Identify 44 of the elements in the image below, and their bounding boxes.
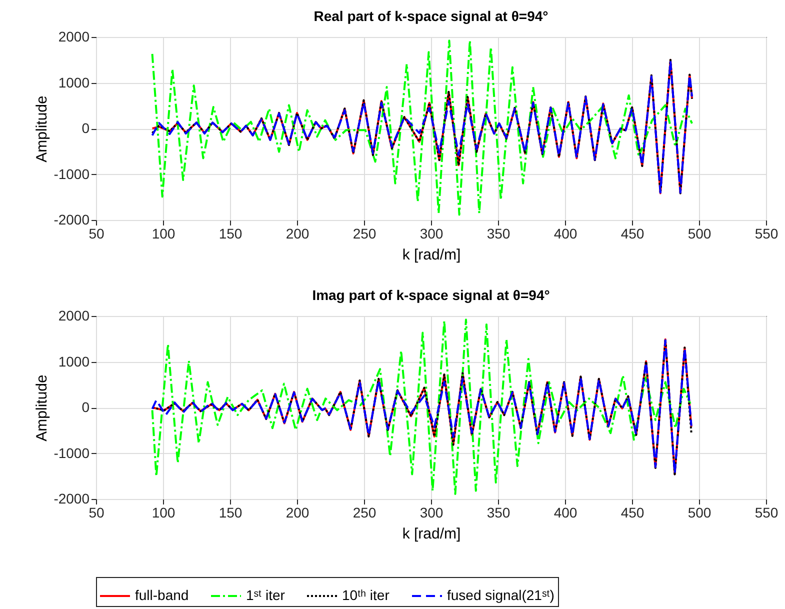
- y-tick-label: -2000: [54, 212, 90, 228]
- line-series: [151, 40, 694, 216]
- x-tick-label: 400: [554, 504, 578, 520]
- x-axis-title: k [rad/m]: [402, 246, 461, 264]
- x-tick-label: 200: [286, 226, 310, 242]
- x-tick-label: 500: [688, 504, 712, 520]
- x-tick-label: 50: [88, 504, 104, 520]
- x-tick-label: 350: [486, 226, 510, 242]
- x-tick-label: 450: [620, 504, 644, 520]
- x-tick-label: 550: [754, 226, 778, 242]
- x-tick-label: 250: [352, 226, 376, 242]
- x-tick-label: 300: [420, 226, 444, 242]
- x-tick-label: 150: [218, 504, 242, 520]
- y-tick-label: 0: [82, 399, 90, 415]
- line-series: [151, 318, 692, 495]
- x-tick-label: 400: [554, 226, 578, 242]
- x-tick-label: 250: [352, 504, 376, 520]
- y-tick-label: -1000: [54, 444, 90, 461]
- x-tick-label: 50: [88, 226, 104, 242]
- x-tick-label: 350: [486, 504, 510, 520]
- y-axis-title: Amplitude: [34, 374, 51, 442]
- x-tick-label: 300: [420, 504, 444, 520]
- legend-label: 1ˢᵗ iter: [246, 587, 286, 603]
- y-tick-label: 1000: [58, 74, 90, 90]
- x-tick-label: 200: [286, 504, 310, 520]
- y-tick-label: -1000: [54, 166, 90, 182]
- x-tick-label: 450: [620, 226, 644, 242]
- legend-label: 10ᵗʰ iter: [342, 587, 390, 603]
- x-tick-label: 550: [754, 504, 778, 520]
- y-tick-label: 1000: [58, 353, 90, 370]
- y-axis-title: Amplitude: [34, 96, 51, 162]
- legend-label: fused signal(21ˢᵗ): [447, 587, 554, 603]
- y-tick-label: -2000: [54, 490, 90, 506]
- x-tick-label: 500: [688, 226, 712, 242]
- y-tick-label: 0: [82, 120, 90, 136]
- y-tick-label: 2000: [58, 28, 90, 44]
- x-axis-title: k [rad/m]: [402, 526, 461, 542]
- x-tick-label: 150: [218, 226, 242, 242]
- x-tick-label: 100: [152, 226, 176, 242]
- x-tick-label: 100: [152, 504, 176, 520]
- chart-title: Real part of k-space signal at θ=94°: [314, 8, 548, 24]
- chart-title: Imag part of k-space signal at θ=94°: [312, 287, 550, 303]
- legend-label: full-band: [135, 587, 189, 603]
- y-tick-label: 2000: [58, 308, 90, 324]
